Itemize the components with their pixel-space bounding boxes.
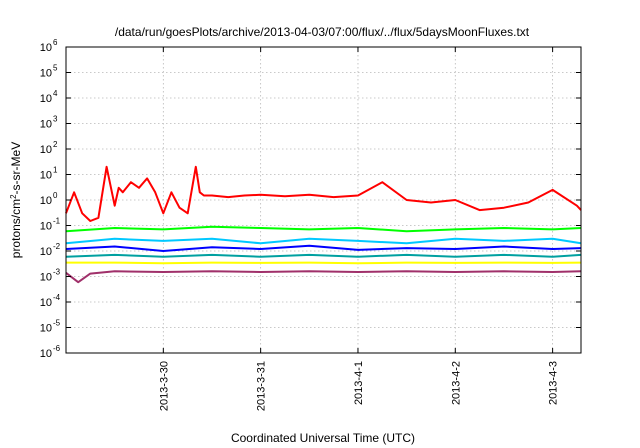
y-tick-label: 10 bbox=[40, 297, 52, 309]
grid-layer bbox=[66, 47, 581, 353]
series-layer bbox=[65, 165, 582, 284]
y-tick-label-base: 10 bbox=[40, 93, 52, 105]
y-tick-label: 10 bbox=[40, 42, 52, 54]
x-tick-label: 2013-3-30 bbox=[158, 361, 170, 411]
y-tick-label-exponent: 6 bbox=[53, 38, 58, 47]
y-axis-label: protons/cm2-s-sr-MeV bbox=[9, 142, 23, 258]
y-tick-label-exponent: -2 bbox=[53, 242, 61, 251]
y-tick-label-exponent: -1 bbox=[53, 217, 61, 226]
x-axis-label: Coordinated Universal Time (UTC) bbox=[231, 431, 415, 445]
series-line bbox=[65, 270, 582, 284]
y-tick-label: 10 bbox=[40, 221, 52, 233]
x-tick-label: 2013-4-3 bbox=[548, 361, 560, 405]
y-tick-label-exponent: 4 bbox=[53, 89, 58, 98]
y-tick-label-base: 10 bbox=[40, 170, 52, 182]
series-line bbox=[66, 261, 582, 265]
series-line bbox=[65, 244, 582, 252]
y-tick-label-exponent: 5 bbox=[53, 64, 58, 73]
series-line bbox=[65, 253, 582, 258]
y-tick-label-exponent: -3 bbox=[53, 268, 61, 277]
y-axis-label-superscript: 2 bbox=[9, 194, 18, 199]
y-tick-label: 10 bbox=[40, 246, 52, 258]
series-line bbox=[65, 237, 582, 245]
y-tick-label: 10 bbox=[40, 144, 52, 156]
y-tick-label-exponent: 0 bbox=[53, 191, 58, 200]
y-tick-label-base: 10 bbox=[40, 42, 52, 54]
y-tick-label-base: 10 bbox=[40, 221, 52, 233]
y-tick-label-base: 10 bbox=[40, 297, 52, 309]
y-tick-label-base: 10 bbox=[40, 323, 52, 335]
x-tick-label: 2013-4-1 bbox=[353, 361, 365, 405]
x-tick-label: 2013-3-31 bbox=[256, 361, 268, 411]
x-tick-label: 2013-4-2 bbox=[450, 361, 462, 405]
y-tick-label: 10 bbox=[40, 170, 52, 182]
y-tick-label-base: 10 bbox=[40, 195, 52, 207]
y-tick-label: 10 bbox=[40, 68, 52, 80]
y-tick-label: 10 bbox=[40, 93, 52, 105]
y-tick-label: 10 bbox=[40, 119, 52, 131]
y-tick-label-exponent: 3 bbox=[53, 115, 58, 124]
y-axis-label-base: protons/cm bbox=[9, 199, 23, 258]
x-axis: 2013-3-30 2013-3-31 2013-4-1 2013-4-2 2013-4… bbox=[158, 47, 560, 411]
y-tick-label-base: 10 bbox=[40, 272, 52, 284]
y-tick-label: 10 bbox=[40, 195, 52, 207]
y-tick-label-exponent: 2 bbox=[53, 140, 58, 149]
y-tick-label-exponent: 1 bbox=[53, 166, 58, 175]
y-tick-label-base: 10 bbox=[40, 348, 52, 360]
y-tick-label: 10 bbox=[40, 323, 52, 335]
y-axis: 10 -610 -510 -410 -310 -210 -110 010 110 210 310 41… bbox=[40, 38, 581, 360]
y-tick-label-base: 10 bbox=[40, 246, 52, 258]
y-tick-label-base: 10 bbox=[40, 68, 52, 80]
y-tick-label-exponent: -5 bbox=[53, 319, 61, 328]
y-tick-label-exponent: -6 bbox=[53, 344, 61, 353]
chart-title: /data/run/goesPlots/archive/2013-04-03/0… bbox=[115, 25, 530, 39]
y-tick-label: 10 bbox=[40, 348, 52, 360]
y-tick-label-exponent: -4 bbox=[53, 293, 61, 302]
y-tick-label-base: 10 bbox=[40, 119, 52, 131]
y-tick-label-base: 10 bbox=[40, 144, 52, 156]
y-axis-label-rest: -s-sr-MeV bbox=[9, 142, 23, 195]
series-line bbox=[65, 225, 582, 233]
series-line bbox=[65, 165, 582, 222]
y-tick-label: 10 bbox=[40, 272, 52, 284]
